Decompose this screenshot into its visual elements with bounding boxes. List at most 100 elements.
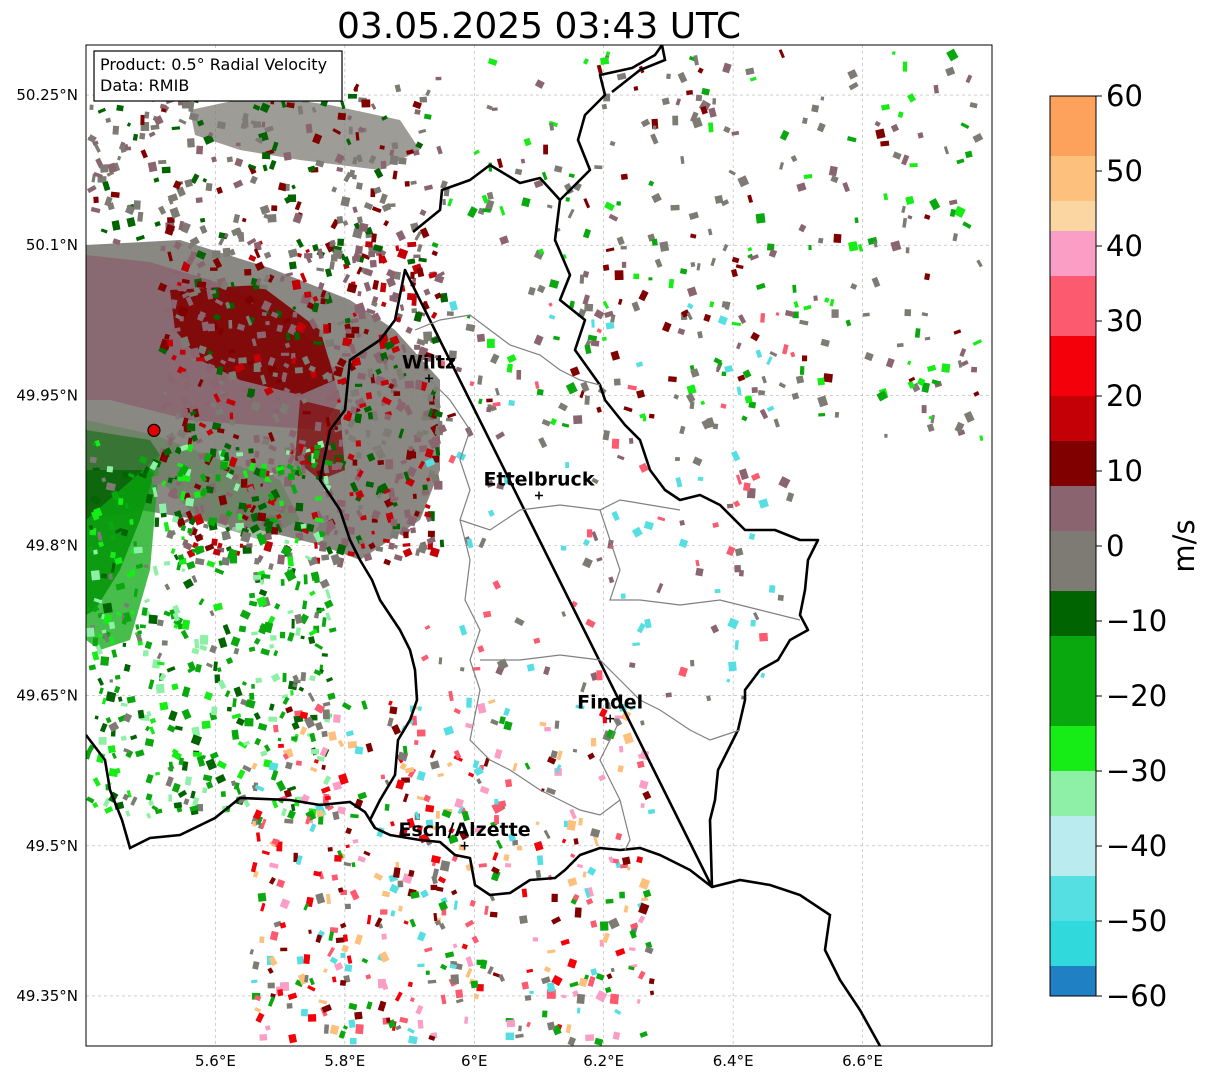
- velocity-pixel: [153, 177, 160, 183]
- velocity-pixel: [173, 241, 182, 250]
- velocity-pixel: [308, 628, 318, 637]
- velocity-pixel: [199, 644, 208, 652]
- velocity-pixel: [382, 538, 390, 544]
- velocity-pixel: [146, 812, 152, 819]
- velocity-pixel: [792, 284, 797, 293]
- velocity-pixel: [324, 268, 333, 278]
- velocity-pixel: [302, 411, 311, 415]
- velocity-pixel: [596, 328, 603, 334]
- velocity-pixel: [395, 230, 406, 242]
- velocity-pixel: [355, 1023, 364, 1035]
- velocity-pixel: [702, 101, 708, 107]
- velocity-pixel: [393, 364, 399, 370]
- y-tick-label: 49.8°N: [26, 537, 78, 555]
- velocity-pixel: [309, 675, 316, 682]
- velocity-pixel: [482, 208, 492, 213]
- velocity-pixel: [428, 824, 437, 831]
- velocity-pixel: [203, 691, 213, 701]
- velocity-pixel: [340, 952, 346, 959]
- velocity-pixel: [250, 861, 258, 873]
- velocity-pixel: [236, 323, 246, 331]
- velocity-pixel: [268, 761, 279, 772]
- velocity-pixel: [276, 324, 284, 333]
- velocity-pixel: [803, 173, 813, 179]
- velocity-pixel: [416, 338, 426, 346]
- velocity-pixel: [105, 482, 116, 492]
- velocity-pixel: [284, 761, 293, 770]
- velocity-pixel: [267, 213, 277, 223]
- velocity-pixel: [720, 199, 730, 207]
- velocity-pixel: [253, 809, 263, 820]
- velocity-pixel: [161, 166, 171, 174]
- velocity-pixel: [394, 991, 403, 1002]
- velocity-pixel: [334, 153, 345, 164]
- velocity-pixel: [775, 311, 780, 317]
- velocity-pixel: [963, 411, 975, 423]
- velocity-pixel: [561, 422, 570, 428]
- velocity-pixel: [251, 338, 257, 347]
- velocity-pixel: [155, 683, 165, 694]
- velocity-pixel: [355, 132, 360, 141]
- velocity-pixel: [921, 405, 927, 414]
- colorbar-band: [1050, 531, 1096, 591]
- velocity-pixel: [350, 406, 357, 414]
- velocity-pixel: [430, 854, 441, 864]
- velocity-pixel: [496, 158, 504, 169]
- velocity-pixel: [272, 372, 279, 378]
- velocity-pixel: [425, 970, 430, 975]
- velocity-pixel: [413, 311, 423, 323]
- germany-france-border: [711, 878, 882, 1046]
- velocity-pixel: [327, 692, 336, 701]
- velocity-pixel: [473, 993, 480, 1000]
- velocity-pixel: [548, 120, 558, 128]
- velocity-pixel: [779, 161, 784, 170]
- velocity-pixel: [126, 695, 136, 704]
- velocity-pixel: [254, 450, 260, 458]
- velocity-pixel: [144, 640, 153, 650]
- velocity-pixel: [160, 512, 167, 518]
- velocity-pixel: [296, 956, 304, 965]
- velocity-pixel: [220, 461, 228, 470]
- velocity-pixel: [293, 679, 301, 684]
- velocity-pixel: [348, 1002, 358, 1011]
- velocity-pixel: [750, 472, 761, 482]
- velocity-pixel: [486, 406, 492, 413]
- velocity-pixel: [356, 469, 364, 478]
- velocity-pixel: [535, 821, 540, 826]
- velocity-pixel: [928, 415, 933, 420]
- velocity-pixel: [345, 328, 351, 333]
- velocity-pixel: [130, 734, 138, 741]
- velocity-pixel: [168, 761, 174, 772]
- velocity-pixel: [580, 682, 587, 693]
- colorbar-band: [1050, 816, 1096, 876]
- velocity-pixel: [88, 524, 94, 531]
- velocity-pixel: [579, 274, 585, 284]
- velocity-pixel: [336, 806, 347, 815]
- velocity-pixel: [309, 977, 315, 986]
- velocity-pixel: [565, 462, 570, 468]
- velocity-pixel: [371, 233, 377, 243]
- velocity-pixel: [370, 509, 381, 520]
- velocity-pixel: [686, 286, 698, 297]
- velocity-pixel: [332, 248, 343, 260]
- velocity-pixel: [416, 729, 426, 737]
- velocity-pixel: [354, 245, 364, 255]
- velocity-pixel: [514, 168, 523, 176]
- velocity-pixel: [337, 739, 345, 748]
- velocity-pixel: [92, 467, 100, 471]
- velocity-pixel: [280, 807, 288, 817]
- velocity-pixel: [156, 619, 164, 627]
- velocity-pixel: [344, 964, 353, 972]
- velocity-pixel: [582, 294, 590, 305]
- velocity-pixel: [368, 251, 376, 258]
- velocity-pixel: [269, 841, 277, 847]
- y-tick-label: 49.35°N: [16, 987, 78, 1005]
- velocity-pixel: [439, 292, 449, 303]
- velocity-pixel: [708, 107, 717, 118]
- velocity-pixel: [680, 155, 685, 165]
- velocity-pixel: [257, 502, 268, 511]
- velocity-pixel: [461, 810, 470, 822]
- velocity-pixel: [176, 281, 182, 287]
- velocity-pixel: [407, 767, 417, 778]
